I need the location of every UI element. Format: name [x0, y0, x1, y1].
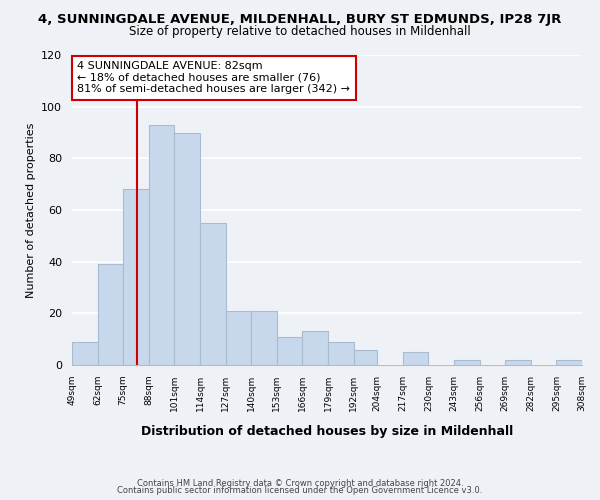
Y-axis label: Number of detached properties: Number of detached properties: [26, 122, 35, 298]
Text: 4, SUNNINGDALE AVENUE, MILDENHALL, BURY ST EDMUNDS, IP28 7JR: 4, SUNNINGDALE AVENUE, MILDENHALL, BURY …: [38, 12, 562, 26]
Bar: [454, 360, 479, 365]
Text: Contains public sector information licensed under the Open Government Licence v3: Contains public sector information licen…: [118, 486, 482, 495]
Bar: [556, 360, 582, 365]
Bar: [505, 360, 531, 365]
Bar: [251, 310, 277, 365]
Bar: [123, 190, 149, 365]
Bar: [200, 223, 226, 365]
Bar: [226, 310, 251, 365]
Text: Contains HM Land Registry data © Crown copyright and database right 2024.: Contains HM Land Registry data © Crown c…: [137, 478, 463, 488]
Bar: [175, 132, 200, 365]
Bar: [328, 342, 353, 365]
Bar: [353, 350, 377, 365]
X-axis label: Distribution of detached houses by size in Mildenhall: Distribution of detached houses by size …: [141, 425, 513, 438]
Bar: [302, 332, 328, 365]
Bar: [277, 336, 302, 365]
Bar: [149, 124, 175, 365]
Bar: [72, 342, 98, 365]
Bar: [98, 264, 123, 365]
Text: Size of property relative to detached houses in Mildenhall: Size of property relative to detached ho…: [129, 25, 471, 38]
Bar: [403, 352, 428, 365]
Text: 4 SUNNINGDALE AVENUE: 82sqm
← 18% of detached houses are smaller (76)
81% of sem: 4 SUNNINGDALE AVENUE: 82sqm ← 18% of det…: [77, 61, 350, 94]
